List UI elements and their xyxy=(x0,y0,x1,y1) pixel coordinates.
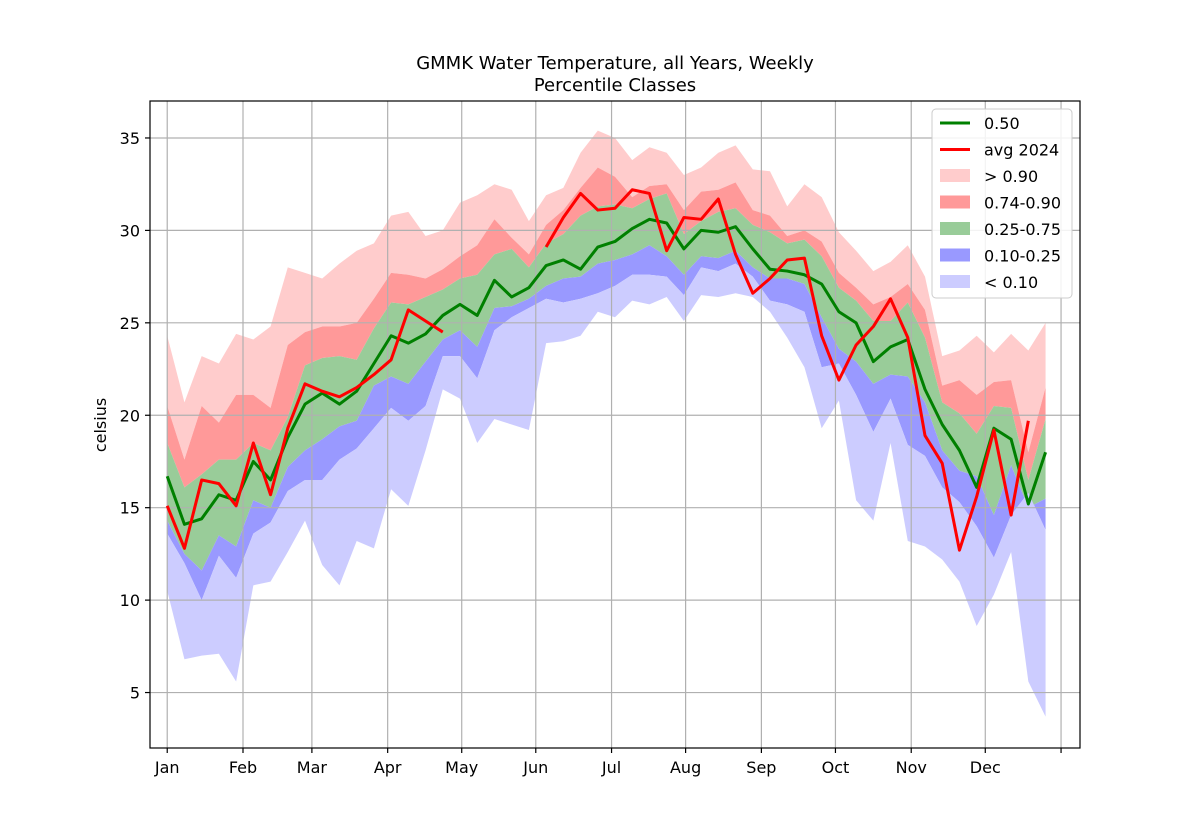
x-tick-label: Jun xyxy=(522,758,548,777)
y-tick-label: 20 xyxy=(120,406,140,425)
median-line xyxy=(165,217,1047,526)
chart-title: GMMK Water Temperature, all Years, Weekl… xyxy=(416,53,814,74)
y-tick-label: 5 xyxy=(130,684,140,703)
legend-patch-swatch xyxy=(940,169,970,182)
x-tick-label: Aug xyxy=(670,758,701,777)
band-074-090 xyxy=(167,167,1046,488)
x-tick-label: Jul xyxy=(601,758,621,777)
x-tick-label: Mar xyxy=(297,758,328,777)
x-tick-label: May xyxy=(445,758,478,777)
y-tick-label: 15 xyxy=(120,499,140,518)
band-lt-010 xyxy=(167,263,1046,717)
band-gt-090 xyxy=(167,130,1046,460)
legend-label: 0.74-0.90 xyxy=(984,194,1061,213)
y-tick-label: 30 xyxy=(120,221,140,240)
y-tick-label: 25 xyxy=(120,314,140,333)
x-tick-label: Apr xyxy=(374,758,402,777)
chart-subtitle: Percentile Classes xyxy=(534,75,696,96)
x-tick-label: Jan xyxy=(154,758,180,777)
legend-label: < 0.10 xyxy=(984,273,1038,292)
legend: 0.50 avg 2024 > 0.90 0.74-0.90 0.25-0.75 0.10… xyxy=(931,108,1073,299)
legend-patch-swatch xyxy=(940,195,970,209)
x-tick-label: Sep xyxy=(746,758,776,777)
legend-label: > 0.90 xyxy=(984,167,1038,186)
x-tick-label: Nov xyxy=(896,758,927,777)
band-025-075 xyxy=(167,193,1046,571)
legend-patch-swatch xyxy=(940,222,970,235)
legend-label: 0.10-0.25 xyxy=(984,247,1061,266)
x-tick-label: Feb xyxy=(229,758,257,777)
y-tick-label: 10 xyxy=(120,591,140,610)
avg-2024-line xyxy=(165,188,1030,552)
legend-patch-swatch xyxy=(940,275,970,288)
y-axis-label: celsius xyxy=(91,398,110,452)
band-010-025 xyxy=(167,245,1046,601)
x-tick-label: Dec xyxy=(970,758,1001,777)
legend-label: 0.25-0.75 xyxy=(984,220,1061,239)
legend-label: avg 2024 xyxy=(984,141,1059,160)
legend-patch-swatch xyxy=(940,248,970,262)
legend-label: 0.50 xyxy=(984,114,1020,133)
x-tick-label: Oct xyxy=(822,758,850,777)
y-tick-label: 35 xyxy=(120,129,140,148)
plot-frame xyxy=(149,100,1081,749)
